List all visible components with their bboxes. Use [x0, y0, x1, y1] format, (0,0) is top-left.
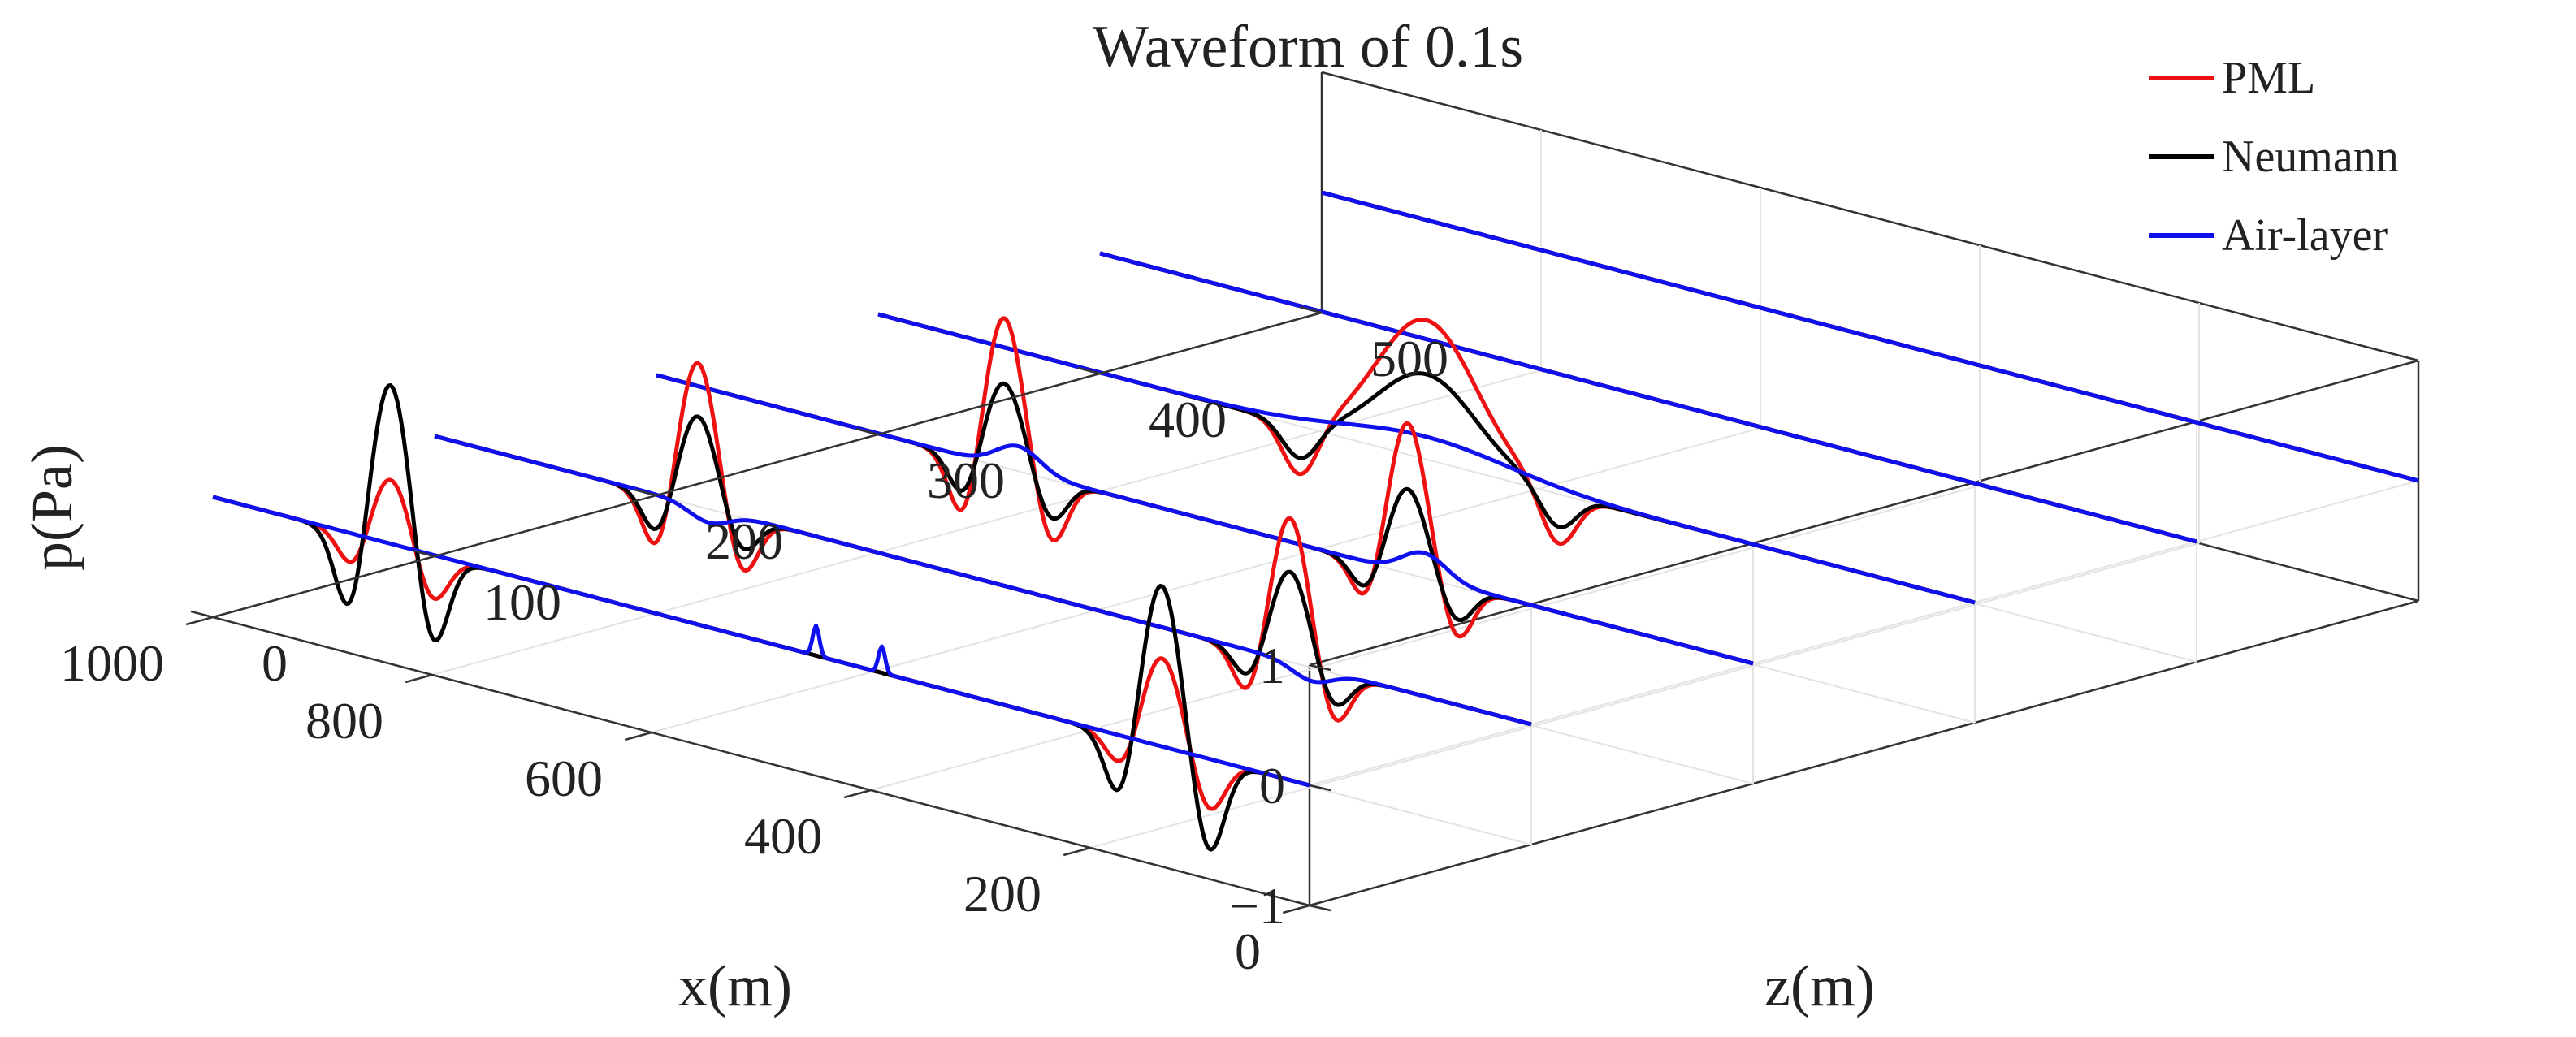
- z-tick-label: 200: [705, 512, 783, 570]
- x-tick-mark: [624, 731, 652, 741]
- legend-label-neumann: Neumann: [2222, 132, 2399, 182]
- p-tick-mark: [1309, 784, 1331, 792]
- trace-air-layer-z100: [434, 434, 1532, 727]
- trace-neumann-z0: [212, 383, 1310, 852]
- z-tick-mark: [634, 488, 657, 497]
- grid-line: [1089, 542, 2200, 849]
- x-tick-label: 600: [525, 750, 603, 807]
- z-tick-label: 300: [927, 452, 1005, 509]
- trace-air-layer-z400: [1099, 251, 2197, 544]
- grid-line: [1309, 480, 2419, 786]
- x-tick-mark: [185, 616, 214, 626]
- x-tick-label: 1000: [60, 634, 164, 692]
- z-tick-mark: [1299, 305, 1323, 314]
- z-tick-mark: [855, 427, 879, 436]
- z-tick-label: 500: [1370, 330, 1448, 387]
- x-axis-label: x(m): [678, 953, 792, 1018]
- trace-air-layer-z200: [656, 373, 1754, 666]
- grid-line: [877, 434, 1976, 724]
- x-tick-label: 800: [305, 692, 383, 750]
- chart-title: Waveform of 0.1s: [1093, 14, 1523, 80]
- p-tick-mark: [1309, 663, 1331, 672]
- axes-box-front: [212, 311, 1323, 907]
- box-edge: [1309, 599, 2419, 907]
- x-tick-mark: [1063, 846, 1091, 857]
- p-tick-label: −1: [1230, 877, 1285, 935]
- p-tick-label: 0: [1259, 757, 1285, 814]
- x-tick-label: 200: [963, 865, 1041, 922]
- z-tick-mark: [190, 610, 214, 619]
- grid-line: [651, 427, 1761, 733]
- axes-box-back: [1308, 71, 2420, 907]
- z-axis-line: [212, 311, 1323, 619]
- p-tick-label: 1: [1259, 637, 1285, 694]
- trace-air-layer-z500: [1321, 190, 2419, 483]
- box-edge: [1321, 71, 2419, 362]
- legend-label-air-layer: Air-layer: [2222, 210, 2388, 261]
- x-axis-line: [212, 616, 1310, 907]
- trace-air-layer-z0: [212, 495, 1310, 788]
- trace-pml-z200: [656, 316, 1754, 666]
- p-axis-label: p(Pa): [19, 444, 84, 571]
- z-tick-label: 0: [262, 634, 288, 692]
- x-tick-mark: [843, 789, 872, 799]
- z-tick-label: 100: [483, 573, 561, 631]
- x-tick-label: 400: [744, 807, 822, 865]
- box-edge: [1309, 359, 2419, 667]
- p-tick-mark: [1309, 904, 1331, 912]
- z-tick-mark: [412, 549, 435, 558]
- z-tick-label: 400: [1149, 391, 1227, 448]
- z-axis-label: z(m): [1764, 953, 1875, 1018]
- legend: PML Neumann Air-layer: [2149, 53, 2399, 261]
- trace-air-layer-z300: [877, 312, 1976, 605]
- x-tick-label: 0: [1235, 922, 1261, 980]
- waveform-traces: [212, 190, 2419, 852]
- legend-label-pml: PML: [2222, 53, 2315, 103]
- grid-line: [431, 369, 1542, 676]
- x-tick-mark: [405, 673, 433, 684]
- z-tick-mark: [1077, 366, 1101, 375]
- x-tick-mark: [1282, 904, 1310, 914]
- grid-line: [870, 485, 1981, 791]
